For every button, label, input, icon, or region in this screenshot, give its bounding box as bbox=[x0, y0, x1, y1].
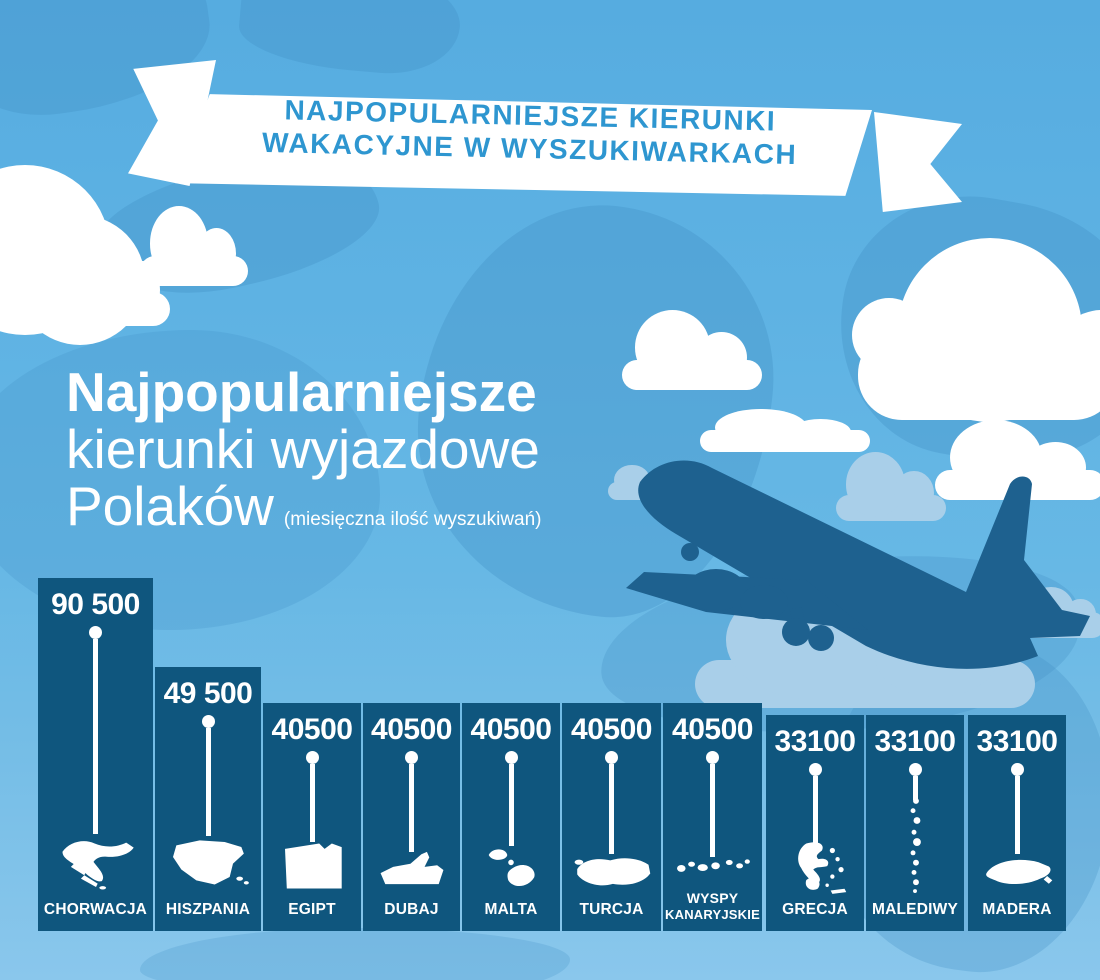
bar-turcja: 40500 TURCJA bbox=[562, 703, 661, 931]
bar-value-label: 90 500 bbox=[51, 588, 140, 621]
bar-value-label: 40500 bbox=[470, 713, 552, 746]
map-pin-icon bbox=[605, 751, 618, 764]
page-title-line3: Polaków (miesięczna ilość wyszukiwań) bbox=[66, 478, 542, 548]
map-pin-icon bbox=[89, 626, 102, 639]
bar-value-label: 40500 bbox=[571, 713, 652, 746]
croatia-map-icon bbox=[54, 830, 138, 892]
bar-dubaj: 40500 DUBAJ bbox=[363, 703, 460, 931]
page-title: Najpopularniejsze kierunki wyjazdowe Pol… bbox=[66, 364, 542, 548]
cloud-icon bbox=[140, 206, 248, 286]
map-pin-line bbox=[409, 764, 414, 852]
turkey-map-icon bbox=[572, 850, 652, 890]
madeira-map-icon bbox=[980, 850, 1054, 890]
bar-category-label: TURCJA bbox=[579, 900, 644, 918]
map-pin-icon bbox=[504, 751, 518, 764]
map-pin-icon bbox=[1010, 763, 1024, 776]
ribbon-right-tail bbox=[874, 112, 962, 212]
bar-malta: 40500 MALTA bbox=[462, 703, 560, 931]
map-blob bbox=[140, 928, 570, 980]
map-pin-icon bbox=[908, 763, 922, 776]
malta-map-icon bbox=[481, 842, 541, 894]
bar-category-label: MALTA bbox=[484, 900, 538, 918]
maldives-map-icon bbox=[904, 796, 926, 894]
page-title-line1: Najpopularniejsze bbox=[66, 361, 537, 423]
ribbon-banner bbox=[174, 94, 872, 196]
bar-category-label: MADERA bbox=[982, 900, 1052, 918]
bar-category-label: WYSPY KANARYJSKIE bbox=[665, 890, 760, 922]
bar-value-label: 40500 bbox=[672, 713, 753, 746]
bar-madera: 33100 MADERA bbox=[968, 715, 1066, 931]
cloud-icon bbox=[858, 330, 1100, 420]
bar-malediwy: 33100 MALEDIWY bbox=[866, 715, 964, 931]
map-pin-icon bbox=[706, 751, 719, 764]
bar-category-label: HISZPANIA bbox=[165, 900, 251, 918]
page-title-word: Polaków bbox=[66, 475, 274, 537]
map-pin-line bbox=[1014, 776, 1020, 854]
airplane-icon bbox=[626, 460, 1090, 669]
cloud-icon bbox=[75, 235, 170, 326]
canary-map-icon bbox=[671, 853, 755, 877]
egypt-map-icon bbox=[276, 838, 348, 894]
bar-category-label: GRECJA bbox=[782, 900, 848, 918]
spain-map-icon bbox=[166, 832, 250, 892]
bar-chorwacja: 90 500 CHORWACJA bbox=[38, 578, 153, 931]
map-pin-icon bbox=[201, 715, 215, 728]
map-pin-icon bbox=[808, 763, 822, 776]
bar-grecja: 33100 GRECJA bbox=[766, 715, 864, 931]
bar-category-label: EGIPT bbox=[288, 900, 336, 918]
bar-hiszpania: 49 500 HISZPANIA bbox=[155, 667, 261, 931]
bar-value-label: 33100 bbox=[774, 725, 856, 758]
page-title-subtitle: (miesięczna ilość wyszukiwań) bbox=[283, 509, 542, 530]
page-title-line2: kierunki wyjazdowe bbox=[66, 418, 540, 480]
bar-category-label: CHORWACJA bbox=[43, 900, 148, 918]
cloud-icon bbox=[935, 420, 1100, 500]
map-pin-line bbox=[309, 764, 315, 842]
bar-value-label: 33100 bbox=[874, 725, 956, 758]
map-pin-line bbox=[912, 776, 918, 800]
bar-egipt: 40500 EGIPT bbox=[263, 703, 361, 931]
map-pin-line bbox=[710, 764, 715, 857]
map-blob bbox=[236, 0, 464, 80]
map-pin-line bbox=[508, 764, 514, 846]
map-pin-icon bbox=[405, 751, 418, 764]
map-pin-line bbox=[812, 776, 818, 844]
uae-map-icon bbox=[377, 848, 447, 892]
map-pin-line bbox=[609, 764, 614, 854]
map-pin-line bbox=[205, 728, 211, 836]
pale-cloud-icon bbox=[836, 451, 946, 521]
bar-value-label: 40500 bbox=[371, 713, 452, 746]
bar-value-label: 49 500 bbox=[163, 677, 253, 710]
cloud-icon bbox=[700, 408, 870, 452]
map-pin-line bbox=[93, 639, 98, 834]
bar-wyspy-kanaryjskie: 40500 WYSPY KANARYJSKIE bbox=[663, 703, 762, 931]
bar-category-label: DUBAJ bbox=[384, 900, 439, 918]
bar-category-label: MALEDIWY bbox=[872, 900, 958, 918]
cloud-icon bbox=[622, 310, 762, 390]
greece-map-icon bbox=[782, 840, 848, 894]
map-pin-icon bbox=[305, 751, 319, 764]
bar-value-label: 33100 bbox=[976, 725, 1058, 758]
bar-value-label: 40500 bbox=[271, 713, 353, 746]
